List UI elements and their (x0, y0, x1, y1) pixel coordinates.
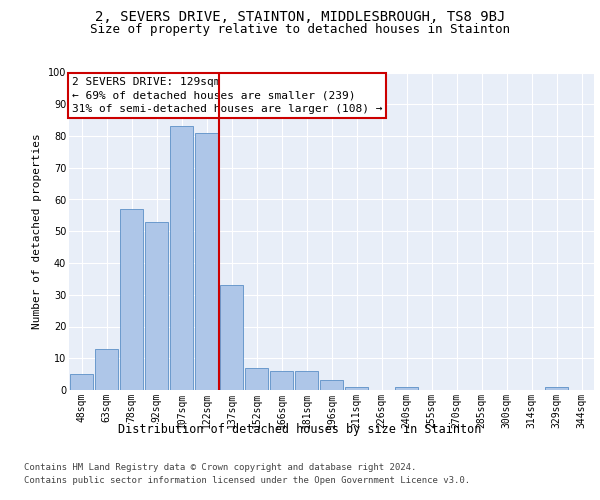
Bar (70, 374, 93, 390)
Bar (170, 126, 193, 390)
Bar (320, 380, 343, 390)
Bar (295, 371, 318, 390)
Bar (95, 348, 118, 390)
Text: Contains HM Land Registry data © Crown copyright and database right 2024.: Contains HM Land Registry data © Crown c… (24, 462, 416, 471)
Bar (395, 387, 418, 390)
Bar (345, 387, 368, 390)
Bar (120, 209, 143, 390)
Bar (245, 368, 268, 390)
Text: Contains public sector information licensed under the Open Government Licence v3: Contains public sector information licen… (24, 476, 470, 485)
Text: 2, SEVERS DRIVE, STAINTON, MIDDLESBROUGH, TS8 9BJ: 2, SEVERS DRIVE, STAINTON, MIDDLESBROUGH… (95, 10, 505, 24)
Text: 2 SEVERS DRIVE: 129sqm
← 69% of detached houses are smaller (239)
31% of semi-de: 2 SEVERS DRIVE: 129sqm ← 69% of detached… (71, 78, 382, 114)
Text: Size of property relative to detached houses in Stainton: Size of property relative to detached ho… (90, 22, 510, 36)
Bar (220, 285, 243, 390)
Text: Distribution of detached houses by size in Stainton: Distribution of detached houses by size … (118, 422, 482, 436)
Bar (145, 222, 168, 390)
Bar (195, 133, 218, 390)
Y-axis label: Number of detached properties: Number of detached properties (32, 134, 42, 329)
Bar (545, 387, 568, 390)
Bar (270, 371, 293, 390)
